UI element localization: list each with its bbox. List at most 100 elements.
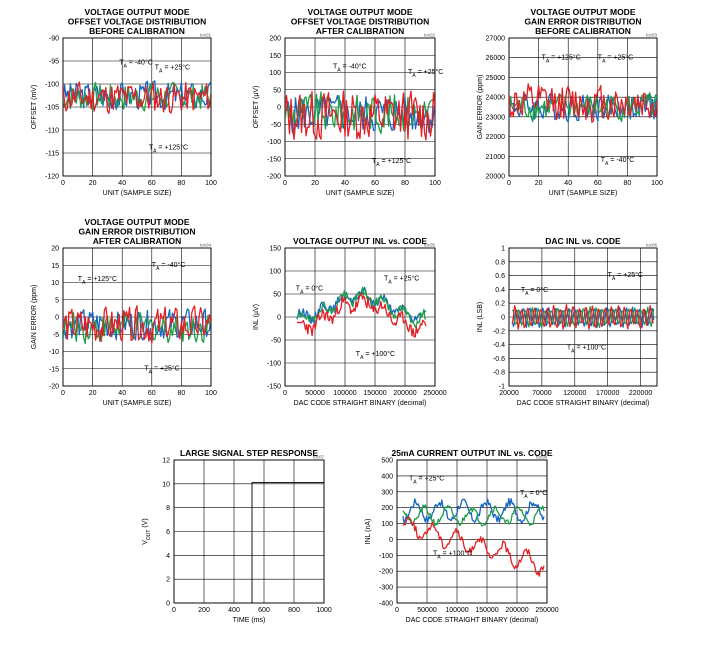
y-tick-label: 25000 — [486, 75, 506, 82]
x-tick-label: 0 — [172, 607, 176, 614]
x-tick-label: 50000 — [417, 607, 437, 614]
series-line — [285, 91, 435, 135]
x-tick-label: 220000 — [629, 390, 652, 397]
x-tick-label: 0 — [61, 390, 65, 397]
figure-tag: toc03 — [646, 33, 658, 38]
x-tick-label: 200000 — [393, 390, 416, 397]
figure-tag: toc02 — [424, 33, 436, 38]
y-axis-label: OFFSET (mV) — [31, 85, 38, 130]
y-tick-label: -15 — [49, 366, 59, 373]
y-tick-label: 300 — [381, 489, 393, 496]
y-axis-label: INL (nA) — [365, 519, 372, 545]
series-line — [63, 81, 211, 115]
y-tick-label: 400 — [381, 473, 393, 480]
x-tick-label: 0 — [283, 390, 287, 397]
y-tick-label: 24000 — [486, 95, 506, 102]
y-tick-label: 20 — [51, 246, 59, 253]
chart-title: OFFSET VOLTAGE DISTRIBUTION — [68, 17, 207, 27]
x-tick-label: 100 — [651, 180, 663, 187]
figure-tag: toc06 — [646, 243, 658, 248]
x-tick-label: 200000 — [505, 607, 528, 614]
x-tick-label: 150000 — [363, 390, 386, 397]
y-tick-label: 100 — [269, 70, 281, 77]
x-tick-label: 170000 — [596, 390, 619, 397]
y-tick-label: -100 — [45, 82, 59, 89]
annotation-label: TA = +25°C — [408, 68, 443, 79]
y-tick-label: -200 — [267, 174, 281, 181]
x-axis-label: TIME (ms) — [233, 617, 266, 624]
y-tick-label: -105 — [45, 105, 59, 112]
chart-title: VOLTAGE OUTPUT MODE — [85, 7, 190, 17]
chart-title: VOLTAGE OUTPUT MODE — [531, 7, 636, 17]
y-tick-label: 0.4 — [495, 287, 505, 294]
annotation-label: TA = +100°C — [567, 343, 606, 354]
x-tick-label: 1000 — [316, 607, 332, 614]
chart-title: VOLTAGE OUTPUT MODE — [85, 217, 190, 227]
series-line — [511, 306, 655, 329]
annotation-label: TA = +125°C — [542, 54, 581, 65]
x-tick-label: 800 — [288, 607, 300, 614]
figure-tag: toc07 — [313, 455, 325, 460]
series-line — [509, 92, 657, 123]
chart-title: GAIN ERROR DISTRIBUTION — [78, 227, 195, 237]
y-tick-label: 150 — [269, 246, 281, 253]
x-tick-label: 100 — [205, 180, 217, 187]
y-tick-label: -150 — [267, 384, 281, 391]
y-tick-label: 0.2 — [495, 301, 505, 308]
x-tick-label: 20 — [89, 390, 97, 397]
y-tick-label: 4 — [166, 553, 170, 560]
x-tick-label: 120000 — [563, 390, 586, 397]
y-tick-label: 200 — [381, 505, 393, 512]
annotation-label: TA = 0°C — [296, 284, 323, 295]
series-line — [402, 504, 545, 527]
y-axis-label: INL (µV) — [253, 304, 260, 330]
annotation-label: TA = -40°C — [119, 59, 153, 70]
x-tick-label: 60 — [371, 180, 379, 187]
x-tick-label: 20 — [89, 180, 97, 187]
x-tick-label: 20 — [311, 180, 319, 187]
x-tick-label: 80 — [178, 390, 186, 397]
y-axis-label: GAIN ERROR (ppm) — [477, 75, 484, 140]
figure-tag: toc08 — [536, 455, 548, 460]
plot-frame — [396, 459, 548, 604]
x-tick-label: 400 — [228, 607, 240, 614]
x-tick-label: 60 — [594, 180, 602, 187]
x-axis-label: DAC CODE STRAIGHT BINARY (decimal) — [406, 617, 539, 624]
x-tick-label: 70000 — [532, 390, 552, 397]
plot-frame — [284, 247, 436, 387]
x-tick-label: 60 — [148, 390, 156, 397]
chart-title: BEFORE CALIBRATION — [89, 26, 185, 36]
y-tick-label: 22000 — [486, 134, 506, 141]
chart-title: VOLTAGE OUTPUT INL vs. CODE — [293, 236, 427, 246]
chart-title: VOLTAGE OUTPUT MODE — [308, 7, 413, 17]
y-tick-label: 27000 — [486, 36, 506, 43]
series-line — [402, 497, 545, 525]
series-line — [174, 482, 324, 603]
y-tick-label: 500 — [381, 458, 393, 465]
y-tick-label: -115 — [46, 151, 60, 158]
y-tick-label: 50 — [273, 87, 281, 94]
y-tick-label: -1 — [499, 384, 505, 391]
y-tick-label: -100 — [267, 139, 281, 146]
y-tick-label: 20000 — [486, 174, 506, 181]
y-tick-label: 100 — [269, 269, 281, 276]
y-tick-label: -5 — [53, 332, 59, 339]
x-tick-label: 250000 — [423, 390, 446, 397]
annotation-label: TA = 0°C — [520, 489, 547, 500]
y-axis-label: GAIN ERROR (ppm) — [31, 285, 38, 350]
x-tick-label: 0 — [507, 180, 511, 187]
x-axis-label: DAC CODE STRAIGHT BINARY (decimal) — [517, 400, 650, 407]
figure-tag: toc04 — [200, 243, 212, 248]
y-tick-label: -150 — [267, 156, 281, 163]
y-tick-label: 0.6 — [495, 273, 505, 280]
y-tick-label: 200 — [269, 36, 281, 43]
y-tick-label: 8 — [166, 505, 170, 512]
y-tick-label: -0.8 — [493, 370, 505, 377]
